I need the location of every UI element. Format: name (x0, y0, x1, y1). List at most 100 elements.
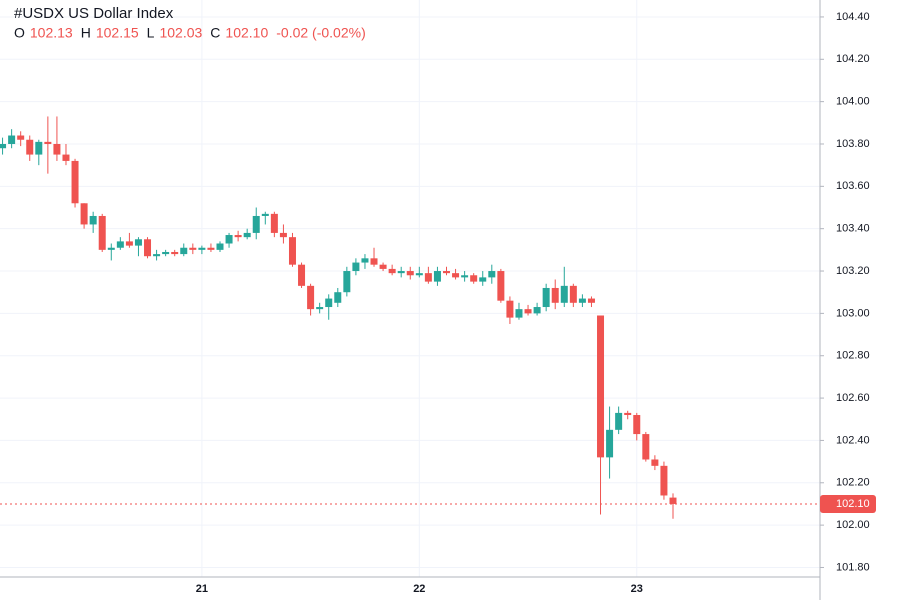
y-tick-label: 103.40 (836, 223, 870, 235)
candle-body (587, 298, 595, 303)
candle-body (288, 237, 296, 265)
ohlc-text: H (81, 25, 91, 41)
y-tick-label: 103.60 (836, 180, 870, 192)
candle-body (406, 271, 414, 276)
candle-body (316, 307, 324, 310)
candle-body (144, 239, 152, 257)
candle-body (415, 273, 423, 276)
chart-title: #USDX US Dollar Index (14, 5, 174, 22)
candle-body (533, 307, 541, 314)
candle-body (0, 143, 7, 149)
candle-body (433, 271, 441, 282)
candle-body (17, 135, 25, 140)
candle-body (116, 241, 124, 248)
candle-body (62, 154, 70, 161)
candle-body (352, 262, 360, 272)
y-tick-label: 103.80 (836, 138, 870, 150)
candle-body (53, 143, 61, 155)
ohlc-text: 102.13 (30, 25, 73, 41)
candle-body (80, 203, 88, 225)
candle-body (98, 215, 106, 250)
candle-body (660, 465, 668, 496)
ohlc-text: 102.15 (96, 25, 139, 41)
x-tick-label: 23 (631, 583, 643, 595)
candle-body (361, 258, 369, 263)
candle-body (298, 264, 306, 286)
candle-body (8, 135, 16, 144)
candle-body (624, 412, 632, 416)
candle-body (225, 235, 233, 244)
candle-body (198, 247, 206, 250)
candle-body (633, 415, 641, 435)
candle-body (89, 215, 97, 225)
ohlc-text: -0.02 (-0.02%) (276, 25, 365, 41)
ohlc-text: 102.03 (159, 25, 202, 41)
y-tick-label: 103.20 (836, 265, 870, 277)
ohlc-text: L (147, 25, 155, 41)
candle-body (234, 235, 242, 238)
y-tick-label: 104.20 (836, 53, 870, 65)
y-tick-label: 101.80 (836, 561, 870, 573)
candle-body (44, 141, 52, 144)
x-tick-label: 22 (413, 583, 425, 595)
candle-body (569, 285, 577, 303)
candle-body (343, 271, 351, 293)
candle-body (461, 275, 469, 278)
candle-body (252, 215, 260, 233)
candle-body (470, 275, 478, 282)
ohlc-text: C (210, 25, 220, 41)
candle-body (388, 268, 396, 274)
ohlc-text: 102.10 (225, 25, 268, 41)
y-tick-label: 103.00 (836, 307, 870, 319)
last-price-badge (820, 494, 876, 513)
candle-body (497, 271, 505, 301)
candle-body (488, 271, 496, 278)
candle-body (134, 239, 142, 246)
candle-body (261, 213, 269, 216)
candle-body (171, 251, 179, 255)
candle-body (515, 309, 523, 318)
candle-body (325, 298, 333, 308)
candle-body (207, 247, 215, 250)
candle-body (615, 412, 623, 430)
candle-body (379, 264, 387, 269)
candle-body (651, 459, 659, 466)
candle-body (107, 247, 115, 250)
candle-body (162, 251, 170, 255)
candle-body (71, 160, 79, 204)
candle-body (307, 285, 315, 310)
candle-body (216, 243, 224, 250)
candle-body (506, 300, 514, 318)
candle-body (270, 213, 278, 233)
y-tick-label: 104.00 (836, 96, 870, 108)
candle-body (479, 277, 487, 282)
y-tick-label: 102.60 (836, 392, 870, 404)
x-tick-label: 21 (196, 583, 208, 595)
candle-body (606, 429, 614, 458)
candle-body (560, 285, 568, 303)
candle-body (578, 298, 586, 303)
y-tick-label: 102.40 (836, 434, 870, 446)
candle-body (370, 258, 378, 265)
candle-body (424, 273, 432, 282)
candle-body (524, 309, 532, 314)
y-tick-label: 102.80 (836, 350, 870, 362)
candle-body (597, 315, 605, 458)
ohlc-text: O (14, 25, 25, 41)
candle-body (180, 247, 188, 255)
candle-body (125, 241, 133, 246)
candle-body (153, 254, 161, 257)
candle-body (551, 287, 559, 303)
y-tick-label: 104.40 (836, 11, 870, 23)
candle-body (35, 141, 43, 155)
y-tick-label: 102.20 (836, 477, 870, 489)
candle-body (542, 287, 550, 308)
candle-body (669, 497, 677, 504)
candle-body (279, 232, 287, 238)
y-tick-label: 102.00 (836, 519, 870, 531)
candle-body (243, 232, 251, 238)
candle-body (26, 139, 34, 155)
candle-body (443, 271, 450, 274)
